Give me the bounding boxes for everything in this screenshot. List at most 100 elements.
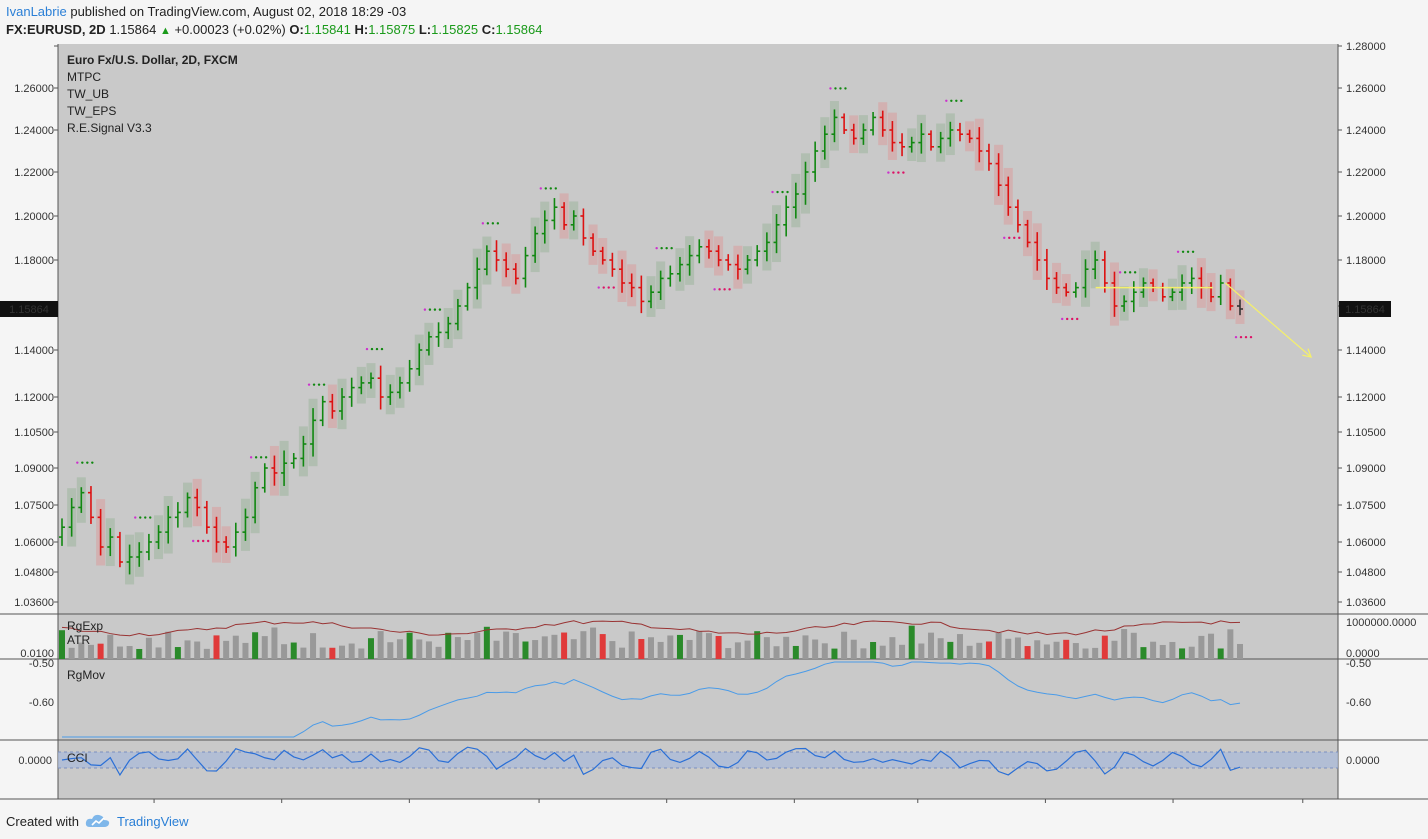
- signal-dot: [1249, 335, 1253, 339]
- signal-dot: [249, 456, 253, 459]
- signal-dot: [660, 246, 663, 250]
- volume-bar: [889, 637, 896, 659]
- volume-bar: [841, 631, 848, 659]
- chart-area[interactable]: Euro Fx/U.S. Dollar, 2D, FXCM MTPC TW_UB TW…: [0, 42, 1428, 804]
- volume-bar: [329, 647, 336, 659]
- signal-dot: [655, 246, 658, 250]
- volume-tick-label: 1000000.0000: [1346, 617, 1416, 629]
- ohlc-bar: [271, 455, 278, 486]
- signal-dot: [554, 187, 557, 190]
- signal-dot: [317, 383, 321, 386]
- volume-bar: [715, 636, 722, 659]
- volume-bar: [155, 647, 162, 659]
- ohlc-bar: [310, 408, 317, 457]
- volume-bar: [1237, 643, 1243, 659]
- author-link[interactable]: IvanLabrie: [6, 4, 67, 19]
- signal-dot: [612, 286, 615, 289]
- signal-dot: [844, 87, 847, 90]
- ohlc-bar: [1130, 281, 1137, 313]
- volume-bar: [725, 648, 732, 659]
- signal-dot: [713, 288, 716, 291]
- volume-bar: [242, 642, 249, 659]
- ohlc-bar: [580, 208, 587, 246]
- volume-bar: [165, 631, 172, 659]
- volume-bar: [223, 640, 230, 659]
- volume-bar: [1227, 629, 1234, 659]
- ohlc-bar: [242, 508, 249, 541]
- volume-bar: [416, 639, 423, 659]
- price-tick-label-left: 1.14000: [14, 345, 54, 357]
- volume-bar: [116, 646, 123, 659]
- signal-dot: [491, 222, 495, 225]
- price-tick-label: 1.18000: [1346, 255, 1386, 267]
- volume-bar: [792, 645, 799, 659]
- ohlc-bar: [956, 122, 963, 142]
- volume-bar: [1111, 640, 1118, 659]
- ohlc-bar: [261, 463, 268, 493]
- last-price-box-left: [0, 300, 58, 317]
- volume-bar: [928, 632, 935, 659]
- volume-bar: [686, 639, 693, 659]
- last-price-label-left: 1.15864: [9, 304, 49, 316]
- ohlc-bar: [783, 195, 790, 237]
- ohlc-bar: [445, 316, 452, 340]
- volume-bar: [232, 635, 239, 659]
- ohlc-bar: [802, 161, 809, 205]
- ohlc-bar: [174, 502, 181, 528]
- cci-tick-label-left: 0.0000: [18, 755, 52, 767]
- volume-bar: [339, 645, 346, 659]
- signal-dot: [829, 87, 832, 90]
- volume-bar: [1034, 640, 1041, 659]
- price-tick-label: 1.14000: [1346, 345, 1386, 357]
- volume-bar: [580, 631, 587, 659]
- price-tick-label: 1.24000: [1346, 125, 1386, 137]
- volume-bar: [657, 641, 664, 659]
- volume-bar: [1043, 644, 1050, 659]
- volume-bar: [773, 646, 780, 659]
- ohlc-bar: [918, 123, 925, 154]
- ohlc-bar: [406, 359, 413, 392]
- ohlc-bar: [734, 254, 741, 280]
- volume-bar: [995, 632, 1002, 659]
- volume-bar: [590, 627, 597, 659]
- last-price: 1.15864: [109, 22, 157, 37]
- volume-bar: [802, 635, 809, 659]
- legend-item: TW_UB: [67, 87, 109, 101]
- tradingview-link[interactable]: TradingView: [116, 813, 189, 829]
- ohlc-bar: [705, 239, 712, 259]
- volume-bar: [1140, 647, 1147, 659]
- signal-dot: [839, 87, 842, 90]
- forecast-arrowhead: [1302, 348, 1313, 358]
- volume-bar: [985, 641, 992, 659]
- volume-bar: [1005, 638, 1012, 659]
- rgmov-tick-label-left: -0.50: [29, 658, 54, 670]
- signal-dot: [1018, 236, 1021, 240]
- volume-bar: [59, 630, 65, 659]
- volume-bar: [532, 640, 539, 659]
- ohlc-bar: [570, 210, 577, 231]
- ohlc-bar: [676, 256, 683, 282]
- volume-bar: [1082, 648, 1089, 659]
- ohlc-bar: [1121, 295, 1128, 312]
- ohlc-bar: [194, 488, 201, 517]
- legend-item: Euro Fx/U.S. Dollar, 2D, FXCM: [67, 53, 238, 67]
- volume-bar: [570, 639, 577, 659]
- price-tick-label-left: 1.10500: [14, 427, 54, 439]
- signal-dot: [718, 288, 721, 291]
- ohlc-bar: [638, 275, 645, 314]
- volume-bar: [1208, 633, 1215, 659]
- volume-bar: [1121, 629, 1128, 659]
- signal-dot: [781, 190, 784, 194]
- ohlc-bar: [609, 252, 616, 277]
- volume-bar: [676, 634, 683, 659]
- volume-bar: [705, 633, 712, 659]
- published-line: IvanLabrie published on TradingView.com,…: [6, 4, 406, 19]
- volume-bar: [966, 645, 973, 659]
- signal-dot: [771, 190, 774, 194]
- ohlc-bar: [1217, 274, 1224, 306]
- volume-bar: [300, 647, 307, 659]
- tradingview-cloud-icon: [85, 814, 110, 827]
- volume-bar: [976, 642, 983, 659]
- volume-bar: [667, 635, 674, 659]
- low-value: 1.15825: [431, 22, 479, 37]
